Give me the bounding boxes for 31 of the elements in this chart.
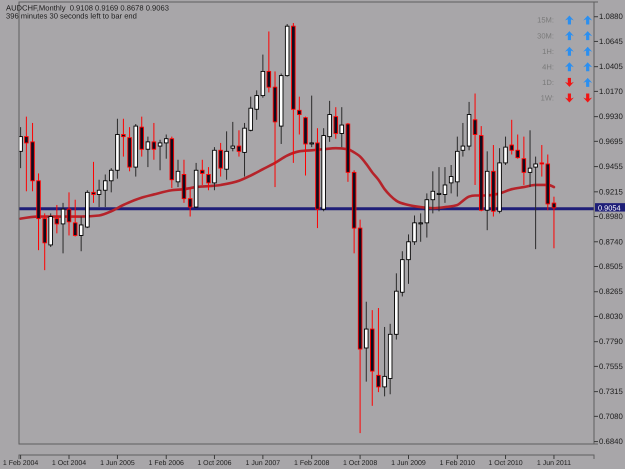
candlestick: [460, 122, 466, 158]
candlestick: [533, 156, 538, 250]
candlestick: [522, 136, 526, 186]
candlestick: [364, 301, 369, 382]
candlestick: [19, 126, 23, 169]
candlestick: [121, 118, 126, 158]
candlestick: [206, 166, 211, 191]
candlestick: [472, 92, 478, 186]
candlestick: [24, 116, 29, 192]
candlestick: [309, 95, 314, 148]
candlestick: [297, 96, 302, 136]
candlestick: [54, 204, 60, 234]
candlestick: [236, 130, 242, 158]
candlestick: [146, 136, 150, 168]
candlestick: [188, 188, 192, 218]
candlestick: [91, 161, 96, 204]
candlestick: [376, 308, 381, 393]
candlestick: [139, 116, 144, 158]
candlestick: [218, 142, 223, 178]
candlestick: [72, 199, 78, 238]
candlestick: [334, 106, 338, 140]
candlestick: [340, 106, 344, 148]
candlestick: [152, 122, 156, 160]
candlestick: [176, 159, 180, 188]
candlestick: [224, 130, 229, 180]
candlestick: [200, 159, 205, 186]
candlestick: [266, 30, 272, 93]
candlestick: [60, 202, 66, 254]
candlestick: [230, 121, 236, 152]
candlestick: [528, 130, 532, 188]
candlestick: [66, 192, 72, 236]
